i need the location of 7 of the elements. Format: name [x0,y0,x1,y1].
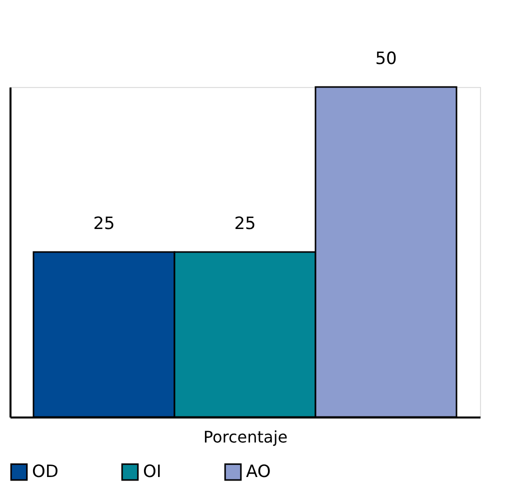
legend-label: AO [246,462,271,482]
data-label: 50 [375,49,397,69]
legend-label: OI [143,462,162,482]
data-label: 25 [234,214,256,234]
data-label: 25 [93,214,115,234]
legend-label: OD [32,462,58,482]
x-axis-title: Porcentaje [203,428,288,446]
